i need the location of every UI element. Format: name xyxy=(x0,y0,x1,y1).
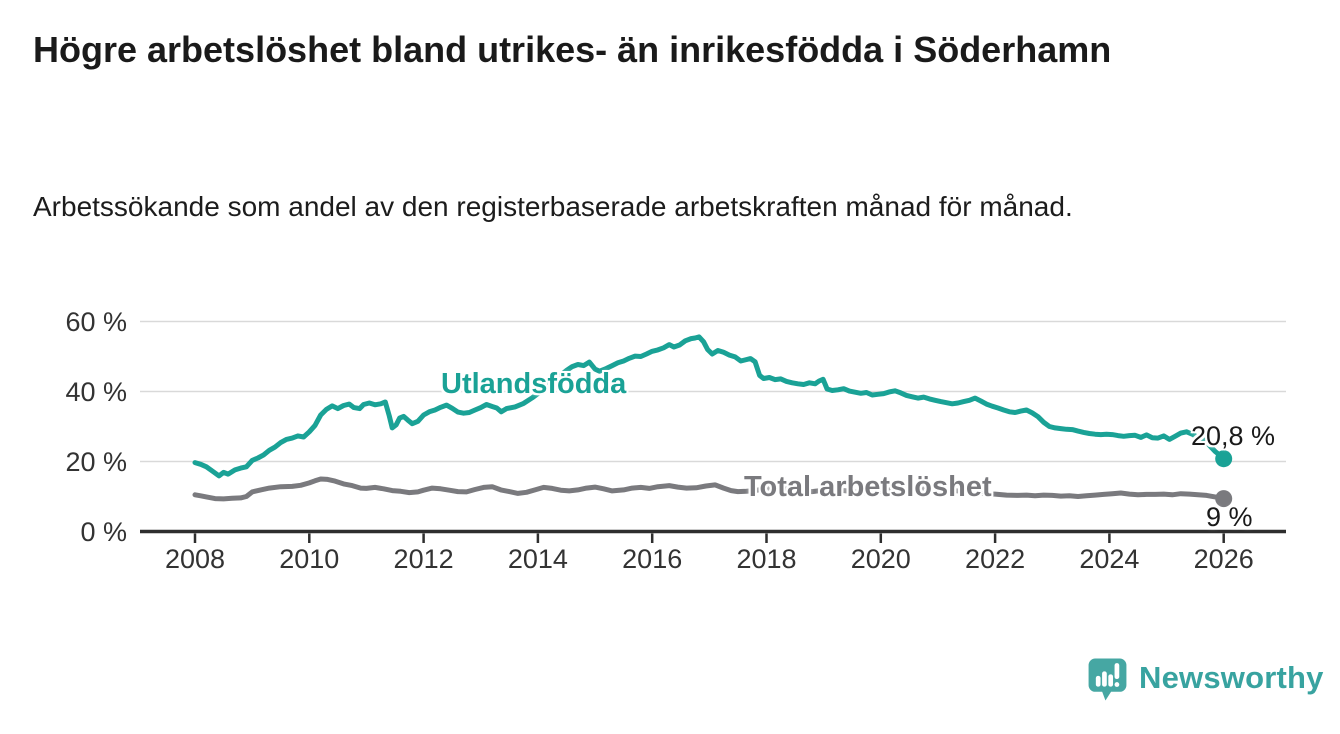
end-dot-utlandsfodda xyxy=(1215,450,1233,468)
x-tick-label: 2020 xyxy=(851,544,911,574)
page-title: Högre arbetslöshet bland utrikes- än inr… xyxy=(33,29,1112,70)
newsworthy-logo-icon xyxy=(1088,658,1127,701)
x-tick-label: 2008 xyxy=(165,544,225,574)
newsworthy-logo: Newsworthy xyxy=(1087,657,1324,702)
x-tick-label: 2022 xyxy=(965,544,1025,574)
x-tick-label: 2012 xyxy=(394,544,454,574)
series-line-utlandsfodda xyxy=(192,334,1227,479)
y-tick-label: 20 % xyxy=(65,447,127,477)
newsworthy-logo-text: Newsworthy xyxy=(1139,660,1324,695)
x-tick-label: 2026 xyxy=(1194,544,1254,574)
x-tick-label: 2014 xyxy=(508,544,568,574)
x-tick-label: 2010 xyxy=(279,544,339,574)
series-label-utlandsfodda: Utlandsfödda xyxy=(441,368,627,400)
end-dot-total-arbetsloshet xyxy=(1215,490,1233,508)
x-tick-label: 2018 xyxy=(736,544,796,574)
series-label-total-arbetsloshet: Total arbetslöshet xyxy=(744,471,992,503)
chart-subtitle: Arbetssökande som andel av den registerb… xyxy=(33,191,1073,222)
end-value-label-utlandsfodda: 20,8 % xyxy=(1191,421,1276,451)
x-tick-label: 2016 xyxy=(622,544,682,574)
series-line-total-arbetsloshet xyxy=(192,476,1227,502)
end-value-label-total: 9 % xyxy=(1206,502,1253,532)
x-tick-label: 2024 xyxy=(1079,544,1139,574)
y-tick-label: 0 % xyxy=(80,517,127,547)
y-tick-label: 40 % xyxy=(65,377,127,407)
y-tick-label: 60 % xyxy=(65,307,127,337)
